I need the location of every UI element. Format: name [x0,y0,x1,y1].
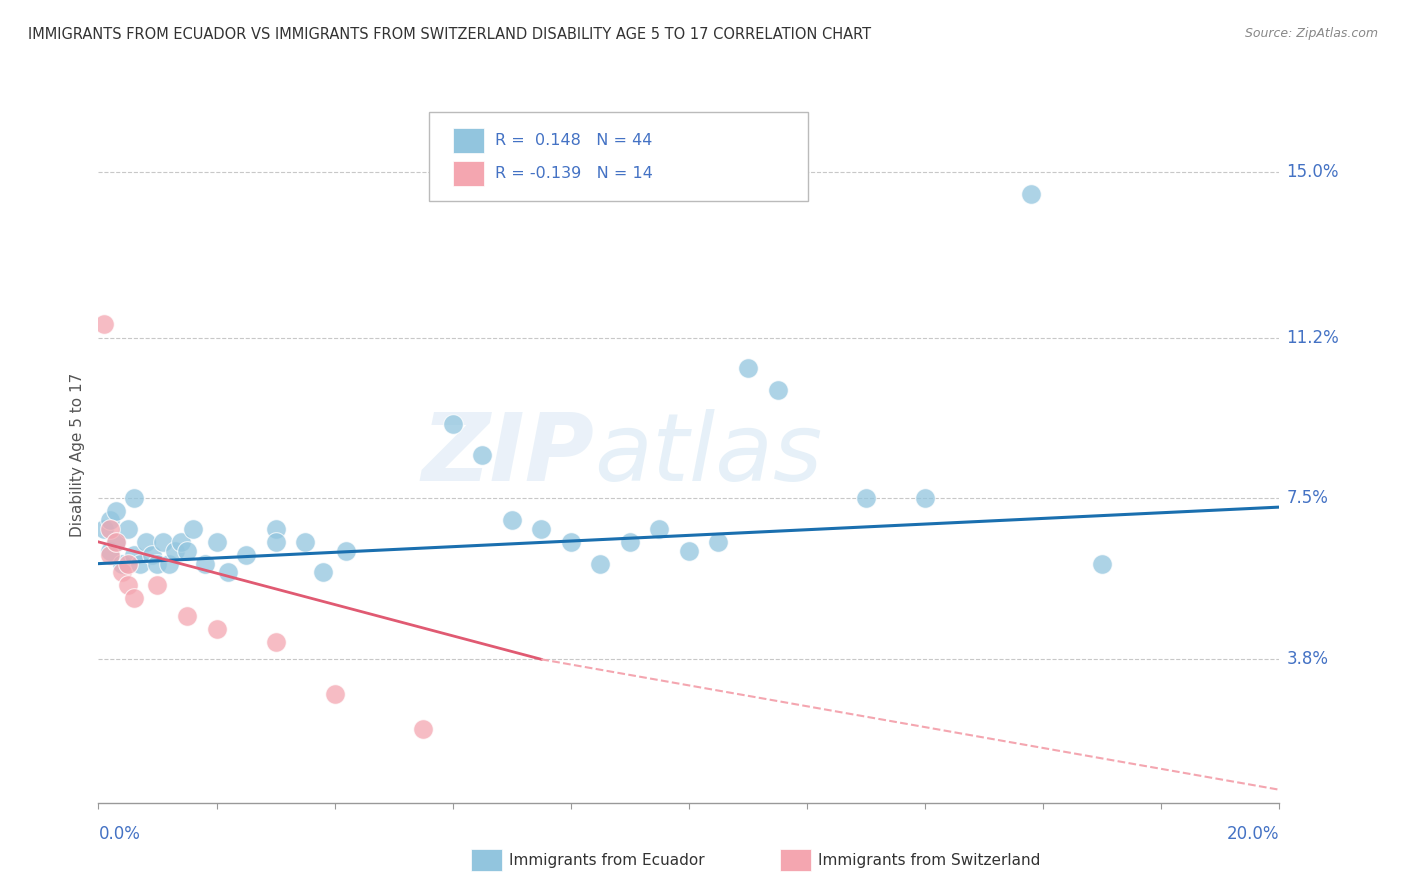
Point [128,557,150,571]
Point [165,543,187,558]
Text: Immigrants from Ecuador: Immigrants from Ecuador [509,854,704,868]
Point [205,534,228,549]
Point [117,578,139,592]
Text: 20.0%: 20.0% [1227,825,1279,843]
Point [122,491,145,506]
Text: R = -0.139   N = 14: R = -0.139 N = 14 [495,167,652,181]
Point [152,534,174,549]
Point [98,543,121,558]
Point [122,548,145,562]
Point [914,491,936,506]
Point [111,557,134,571]
Point [855,491,877,506]
Point [98,548,121,562]
Point [105,504,128,518]
Text: 7.5%: 7.5% [1286,490,1329,508]
Point [122,591,145,606]
Y-axis label: Disability Age 5 to 17: Disability Age 5 to 17 [69,373,84,537]
Text: IMMIGRANTS FROM ECUADOR VS IMMIGRANTS FROM SWITZERLAND DISABILITY AGE 5 TO 17 CO: IMMIGRANTS FROM ECUADOR VS IMMIGRANTS FR… [28,27,872,42]
Point [501,513,523,527]
Point [737,361,759,376]
Point [678,543,700,558]
Point [176,608,198,623]
Point [135,534,157,549]
Text: 11.2%: 11.2% [1286,328,1340,346]
Point [312,566,335,580]
Point [294,534,316,549]
Point [93,318,115,332]
Point [98,513,121,527]
Point [141,548,163,562]
Point [441,417,464,432]
Point [181,522,204,536]
Point [111,566,134,580]
Text: atlas: atlas [595,409,823,500]
Point [589,557,612,571]
Point [98,522,121,536]
Point [707,534,730,549]
Point [1091,557,1114,571]
Point [264,635,287,649]
Text: Source: ZipAtlas.com: Source: ZipAtlas.com [1244,27,1378,40]
Point [157,557,180,571]
Point [194,557,217,571]
Point [323,687,346,701]
Text: 15.0%: 15.0% [1286,163,1339,181]
Point [335,543,357,558]
Text: 0.0%: 0.0% [98,825,141,843]
Point [264,534,287,549]
Text: Immigrants from Switzerland: Immigrants from Switzerland [818,854,1040,868]
Point [560,534,582,549]
Point [471,448,494,462]
Point [648,522,671,536]
Point [117,557,139,571]
Point [235,548,257,562]
Point [217,566,239,580]
Point [766,383,789,397]
Point [264,522,287,536]
Point [205,622,228,636]
Point [105,534,128,549]
Point [170,534,193,549]
Point [105,534,128,549]
Text: 3.8%: 3.8% [1286,650,1329,668]
Point [117,522,139,536]
Point [146,557,169,571]
Point [1021,187,1043,202]
Text: ZIP: ZIP [422,409,595,501]
Point [530,522,553,536]
Point [619,534,641,549]
Point [146,578,169,592]
Point [176,543,198,558]
Point [93,522,115,536]
Text: R =  0.148   N = 44: R = 0.148 N = 44 [495,134,652,148]
Point [412,722,434,736]
